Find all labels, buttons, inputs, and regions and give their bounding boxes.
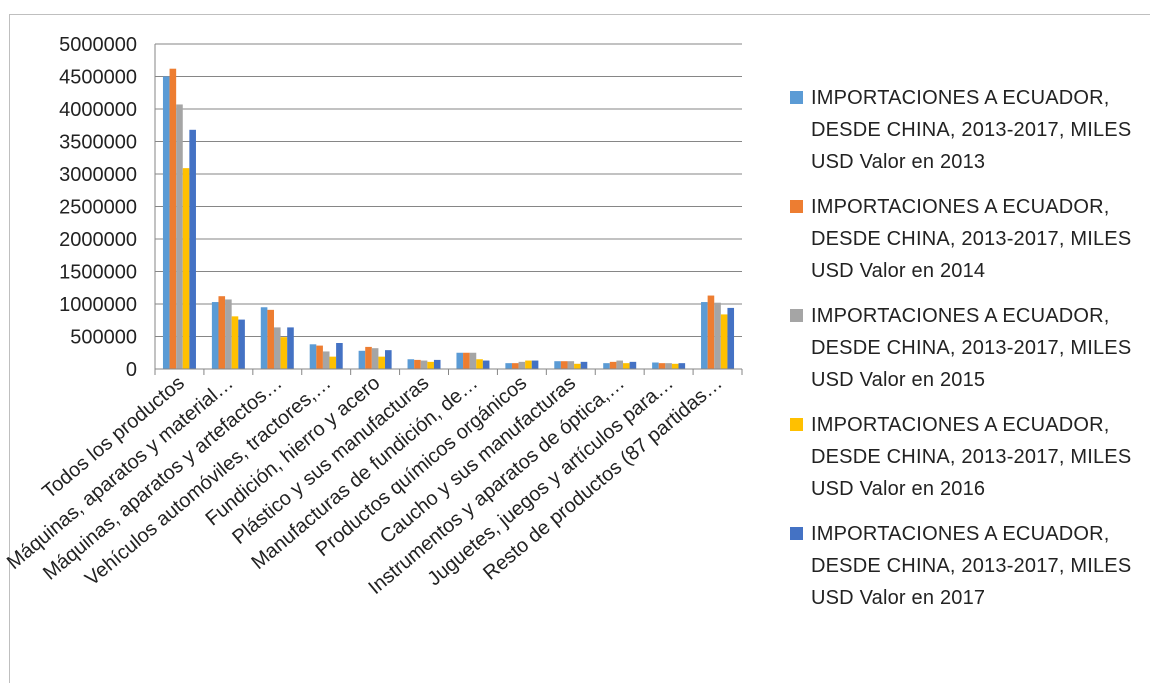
- bar: [616, 360, 624, 369]
- bar: [623, 363, 630, 369]
- legend: IMPORTACIONES A ECUADOR, DESDE CHINA, 20…: [790, 82, 1145, 627]
- bar: [189, 129, 196, 369]
- legend-swatch-2013: [790, 91, 803, 104]
- bar: [665, 363, 672, 369]
- bar: [482, 360, 490, 369]
- bar: [560, 361, 568, 369]
- bar: [287, 327, 294, 369]
- y-tick-label: 2000000: [59, 229, 137, 251]
- bar: [603, 363, 610, 369]
- bar: [378, 356, 386, 369]
- legend-label-2016: IMPORTACIONES A ECUADOR, DESDE CHINA, 20…: [811, 414, 1132, 500]
- bar: [652, 362, 659, 369]
- bar: [658, 363, 666, 369]
- bar: [511, 363, 519, 369]
- y-tick-label: 4500000: [59, 67, 137, 89]
- bar: [701, 302, 708, 369]
- legend-item-2016: IMPORTACIONES A ECUADOR, DESDE CHINA, 20…: [790, 409, 1145, 505]
- bar-chart: 0 500000 1000000 1500000 2000000 2500000 30000…: [3, 34, 743, 599]
- bar: [678, 363, 686, 369]
- bar: [609, 361, 617, 369]
- gridlines: [155, 43, 742, 337]
- bar: [720, 314, 728, 369]
- bar: [162, 76, 170, 369]
- bar: [182, 168, 190, 369]
- bar: [358, 350, 366, 369]
- bar: [433, 359, 441, 369]
- legend-item-2015: IMPORTACIONES A ECUADOR, DESDE CHINA, 20…: [790, 300, 1145, 396]
- legend-label-2015: IMPORTACIONES A ECUADOR, DESDE CHINA, 20…: [811, 305, 1132, 391]
- y-tick-label: 3000000: [59, 164, 137, 186]
- legend-swatch-2015: [790, 309, 803, 322]
- bar: [169, 68, 177, 369]
- bar: [273, 327, 281, 369]
- y-tick-label: 1000000: [59, 294, 137, 316]
- y-tick-label: 5000000: [59, 34, 137, 56]
- legend-item-2014: IMPORTACIONES A ECUADOR, DESDE CHINA, 20…: [790, 191, 1145, 287]
- y-tick-label: 4000000: [59, 99, 137, 121]
- legend-swatch-2017: [790, 527, 803, 540]
- bar: [385, 350, 392, 369]
- bar: [525, 360, 532, 369]
- bar: [554, 361, 561, 369]
- legend-label-2013: IMPORTACIONES A ECUADOR, DESDE CHINA, 20…: [811, 87, 1132, 173]
- bar: [260, 307, 268, 369]
- y-axis-tick-labels: 0 500000 1000000 1500000 2000000 2500000 30000…: [59, 34, 137, 381]
- bar: [714, 302, 721, 369]
- bar: [476, 359, 483, 369]
- legend-item-2017: IMPORTACIONES A ECUADOR, DESDE CHINA, 20…: [790, 518, 1145, 614]
- bar: [280, 337, 288, 369]
- bar: [316, 345, 323, 369]
- bar: [336, 343, 343, 369]
- y-tick-label: 2500000: [59, 197, 137, 219]
- bar: [329, 356, 337, 369]
- bar: [231, 316, 239, 369]
- bar: [218, 296, 226, 369]
- bar: [671, 363, 679, 369]
- bar: [531, 360, 539, 369]
- bar: [420, 360, 428, 369]
- bar: [629, 361, 637, 369]
- bar: [322, 351, 330, 369]
- bar: [225, 299, 232, 369]
- bar: [176, 104, 183, 369]
- bar: [371, 348, 379, 369]
- bar: [211, 302, 219, 369]
- bar: [469, 352, 477, 369]
- bar: [427, 361, 434, 369]
- chart-frame: [9, 14, 1150, 683]
- y-tick-label: 3500000: [59, 132, 137, 154]
- bar: [505, 363, 512, 369]
- bar: [238, 319, 245, 369]
- bar: [567, 361, 575, 369]
- bar: [267, 309, 274, 369]
- bar: [707, 295, 715, 369]
- y-tick-label: 1500000: [59, 262, 137, 284]
- bar: [463, 352, 470, 369]
- bar: [407, 359, 415, 369]
- bar: [574, 363, 581, 369]
- bar: [414, 359, 421, 369]
- bar: [580, 361, 588, 369]
- legend-label-2014: IMPORTACIONES A ECUADOR, DESDE CHINA, 20…: [811, 196, 1132, 282]
- y-tick-label: 500000: [70, 327, 137, 349]
- y-tick-label: 0: [126, 359, 137, 381]
- bar: [518, 361, 526, 369]
- legend-swatch-2016: [790, 418, 803, 431]
- axes: [154, 44, 743, 375]
- bar: [365, 346, 372, 369]
- bars: [162, 68, 735, 369]
- bar: [456, 352, 464, 369]
- legend-item-2013: IMPORTACIONES A ECUADOR, DESDE CHINA, 20…: [790, 82, 1145, 178]
- legend-label-2017: IMPORTACIONES A ECUADOR, DESDE CHINA, 20…: [811, 523, 1132, 609]
- bar: [727, 307, 735, 369]
- legend-swatch-2014: [790, 200, 803, 213]
- bar: [309, 344, 317, 369]
